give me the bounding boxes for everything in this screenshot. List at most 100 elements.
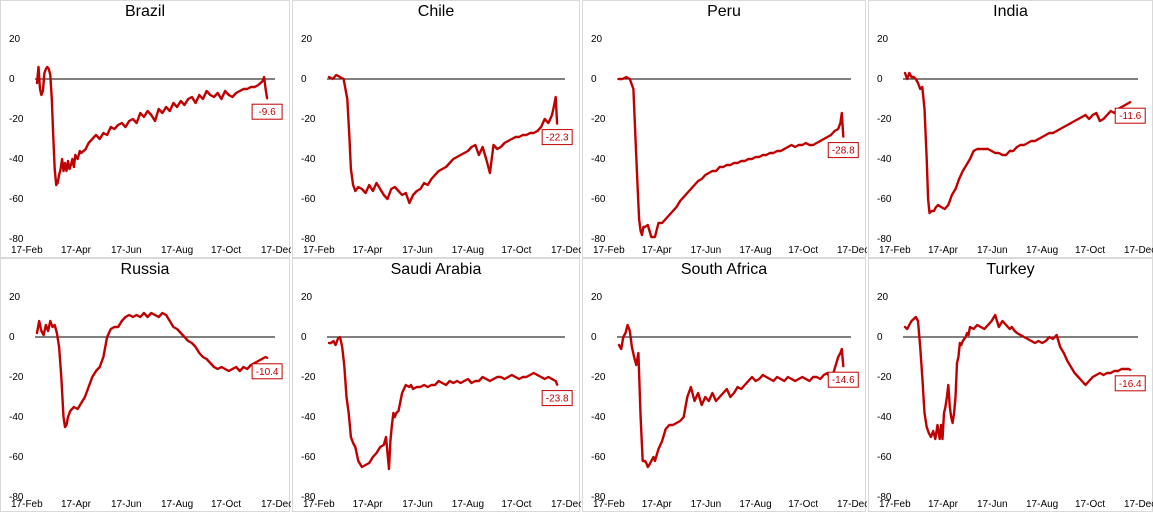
annotation-box bbox=[1114, 107, 1146, 124]
y-tick-label: 0 bbox=[9, 332, 15, 343]
x-tick-label: 17-Jun bbox=[691, 245, 722, 256]
y-tick-label: 20 bbox=[9, 34, 21, 45]
chart-panel-chile: 20 0 -20 -40 -60 -80 17-Feb 17-Apr 17-Jun 17-Aug 1… bbox=[292, 0, 581, 258]
y-tick-label: 0 bbox=[591, 74, 597, 85]
series-line-south-africa bbox=[617, 323, 845, 469]
y-tick-label: -40 bbox=[9, 154, 24, 165]
y-tick-label: -80 bbox=[301, 234, 316, 245]
y-tick-label: -20 bbox=[591, 114, 606, 125]
annotation-label: -9.6 bbox=[258, 107, 276, 118]
x-tick-label: 17-Apr bbox=[642, 499, 673, 510]
x-tick-label: 17-Dec bbox=[1124, 245, 1153, 256]
y-tick-label: -80 bbox=[877, 492, 892, 503]
x-tick-label: 17-Jun bbox=[402, 499, 433, 510]
y-tick-label: 20 bbox=[301, 292, 313, 303]
chart-panel-india: 20 0 -20 -40 -60 -80 17-Feb 17-Apr 17-Jun 17-Aug 1… bbox=[868, 0, 1153, 258]
y-tick-label: -40 bbox=[591, 154, 606, 165]
y-tick-label: 0 bbox=[301, 74, 307, 85]
y-tick-label: -40 bbox=[877, 412, 892, 423]
x-tick-label: 17-Oct bbox=[788, 245, 818, 256]
chart-title: Saudi Arabia bbox=[390, 261, 482, 278]
chart-panel-turkey: 20 0 -20 -40 -60 -80 17-Feb 17-Apr 17-Jun 17-Aug 1… bbox=[868, 258, 1153, 512]
y-tick-label: -60 bbox=[301, 452, 316, 463]
x-tick-label: 17-Jun bbox=[111, 499, 142, 510]
y-tick-label: 20 bbox=[591, 292, 603, 303]
y-tick-label: -60 bbox=[301, 194, 316, 205]
x-tick-label: 17-Aug bbox=[739, 499, 771, 510]
y-tick-label: 0 bbox=[591, 332, 597, 343]
annotation-label: -14.6 bbox=[832, 375, 855, 386]
x-tick-label: 17-Dec bbox=[837, 499, 867, 510]
x-tick-label: 17-Apr bbox=[928, 245, 959, 256]
annotation-box bbox=[541, 129, 573, 146]
x-tick-label: 17-Aug bbox=[161, 499, 193, 510]
series-line-india bbox=[903, 71, 1132, 215]
annotation-label: -10.4 bbox=[256, 367, 279, 378]
x-tick-label: 17-Feb bbox=[303, 499, 335, 510]
y-tick-label: -80 bbox=[877, 234, 892, 245]
annotation-label: -11.6 bbox=[1119, 111, 1141, 122]
x-tick-label: 17-Jun bbox=[977, 499, 1008, 510]
x-tick-label: 17-Aug bbox=[161, 245, 193, 256]
annotation-box bbox=[827, 371, 859, 388]
x-tick-label: 17-Oct bbox=[501, 245, 531, 256]
series-line-chile bbox=[327, 73, 559, 205]
series-line-russia bbox=[35, 311, 269, 429]
x-tick-label: 17-Feb bbox=[303, 245, 335, 256]
y-tick-label: -60 bbox=[591, 452, 606, 463]
chart-panel-brazil: 20 0 -20 -40 -60 -80 17-Feb 17-Apr 17-Jun 17-Aug 1… bbox=[0, 0, 291, 258]
x-tick-label: 17-Apr bbox=[61, 499, 92, 510]
x-tick-label: 17-Apr bbox=[353, 499, 384, 510]
x-tick-label: 17-Dec bbox=[551, 499, 581, 510]
y-tick-label: 20 bbox=[301, 34, 313, 45]
x-tick-label: 17-Feb bbox=[593, 499, 625, 510]
y-tick-label: 0 bbox=[877, 332, 883, 343]
x-tick-label: 17-Oct bbox=[501, 499, 531, 510]
y-tick-label: 0 bbox=[301, 332, 307, 343]
y-tick-label: -40 bbox=[301, 154, 316, 165]
y-tick-label: -60 bbox=[9, 194, 24, 205]
y-tick-label: -20 bbox=[591, 372, 606, 383]
x-tick-label: 17-Apr bbox=[928, 499, 959, 510]
chart-title: Peru bbox=[707, 3, 741, 20]
chart-title: Brazil bbox=[124, 3, 165, 20]
x-tick-label: 17-Dec bbox=[1124, 499, 1153, 510]
annotation-label: -28.8 bbox=[832, 146, 855, 157]
y-tick-label: -60 bbox=[877, 452, 892, 463]
x-tick-label: 17-Aug bbox=[1026, 499, 1058, 510]
y-tick-label: -80 bbox=[9, 234, 24, 245]
series-line-turkey bbox=[903, 313, 1132, 441]
y-tick-label: -20 bbox=[9, 372, 24, 383]
x-tick-label: 17-Apr bbox=[353, 245, 384, 256]
y-tick-label: -20 bbox=[9, 114, 24, 125]
y-tick-label: -40 bbox=[301, 412, 316, 423]
y-tick-label: -60 bbox=[9, 452, 24, 463]
x-tick-label: 17-Jun bbox=[691, 499, 722, 510]
annotation-label: -23.8 bbox=[546, 394, 569, 405]
x-tick-label: 17-Oct bbox=[211, 499, 241, 510]
y-tick-label: -20 bbox=[877, 372, 892, 383]
annotation-box bbox=[541, 390, 573, 407]
annotation-box bbox=[251, 103, 283, 120]
y-tick-label: -80 bbox=[591, 234, 606, 245]
annotation-label: -16.4 bbox=[1119, 379, 1142, 390]
y-tick-label: -80 bbox=[9, 492, 24, 503]
y-tick-label: -60 bbox=[591, 194, 606, 205]
x-tick-label: 17-Jun bbox=[977, 245, 1008, 256]
chart-title: South Africa bbox=[680, 261, 768, 278]
annotation-label: -22.3 bbox=[546, 133, 569, 144]
y-tick-label: 20 bbox=[877, 292, 889, 303]
y-tick-label: 0 bbox=[9, 74, 15, 85]
x-tick-label: 17-Apr bbox=[61, 245, 92, 256]
x-tick-label: 17-Aug bbox=[739, 245, 771, 256]
x-tick-label: 17-Dec bbox=[837, 245, 867, 256]
x-tick-label: 17-Oct bbox=[1075, 245, 1105, 256]
x-tick-label: 17-Oct bbox=[788, 499, 818, 510]
y-tick-label: 0 bbox=[877, 74, 883, 85]
y-tick-label: -40 bbox=[591, 412, 606, 423]
